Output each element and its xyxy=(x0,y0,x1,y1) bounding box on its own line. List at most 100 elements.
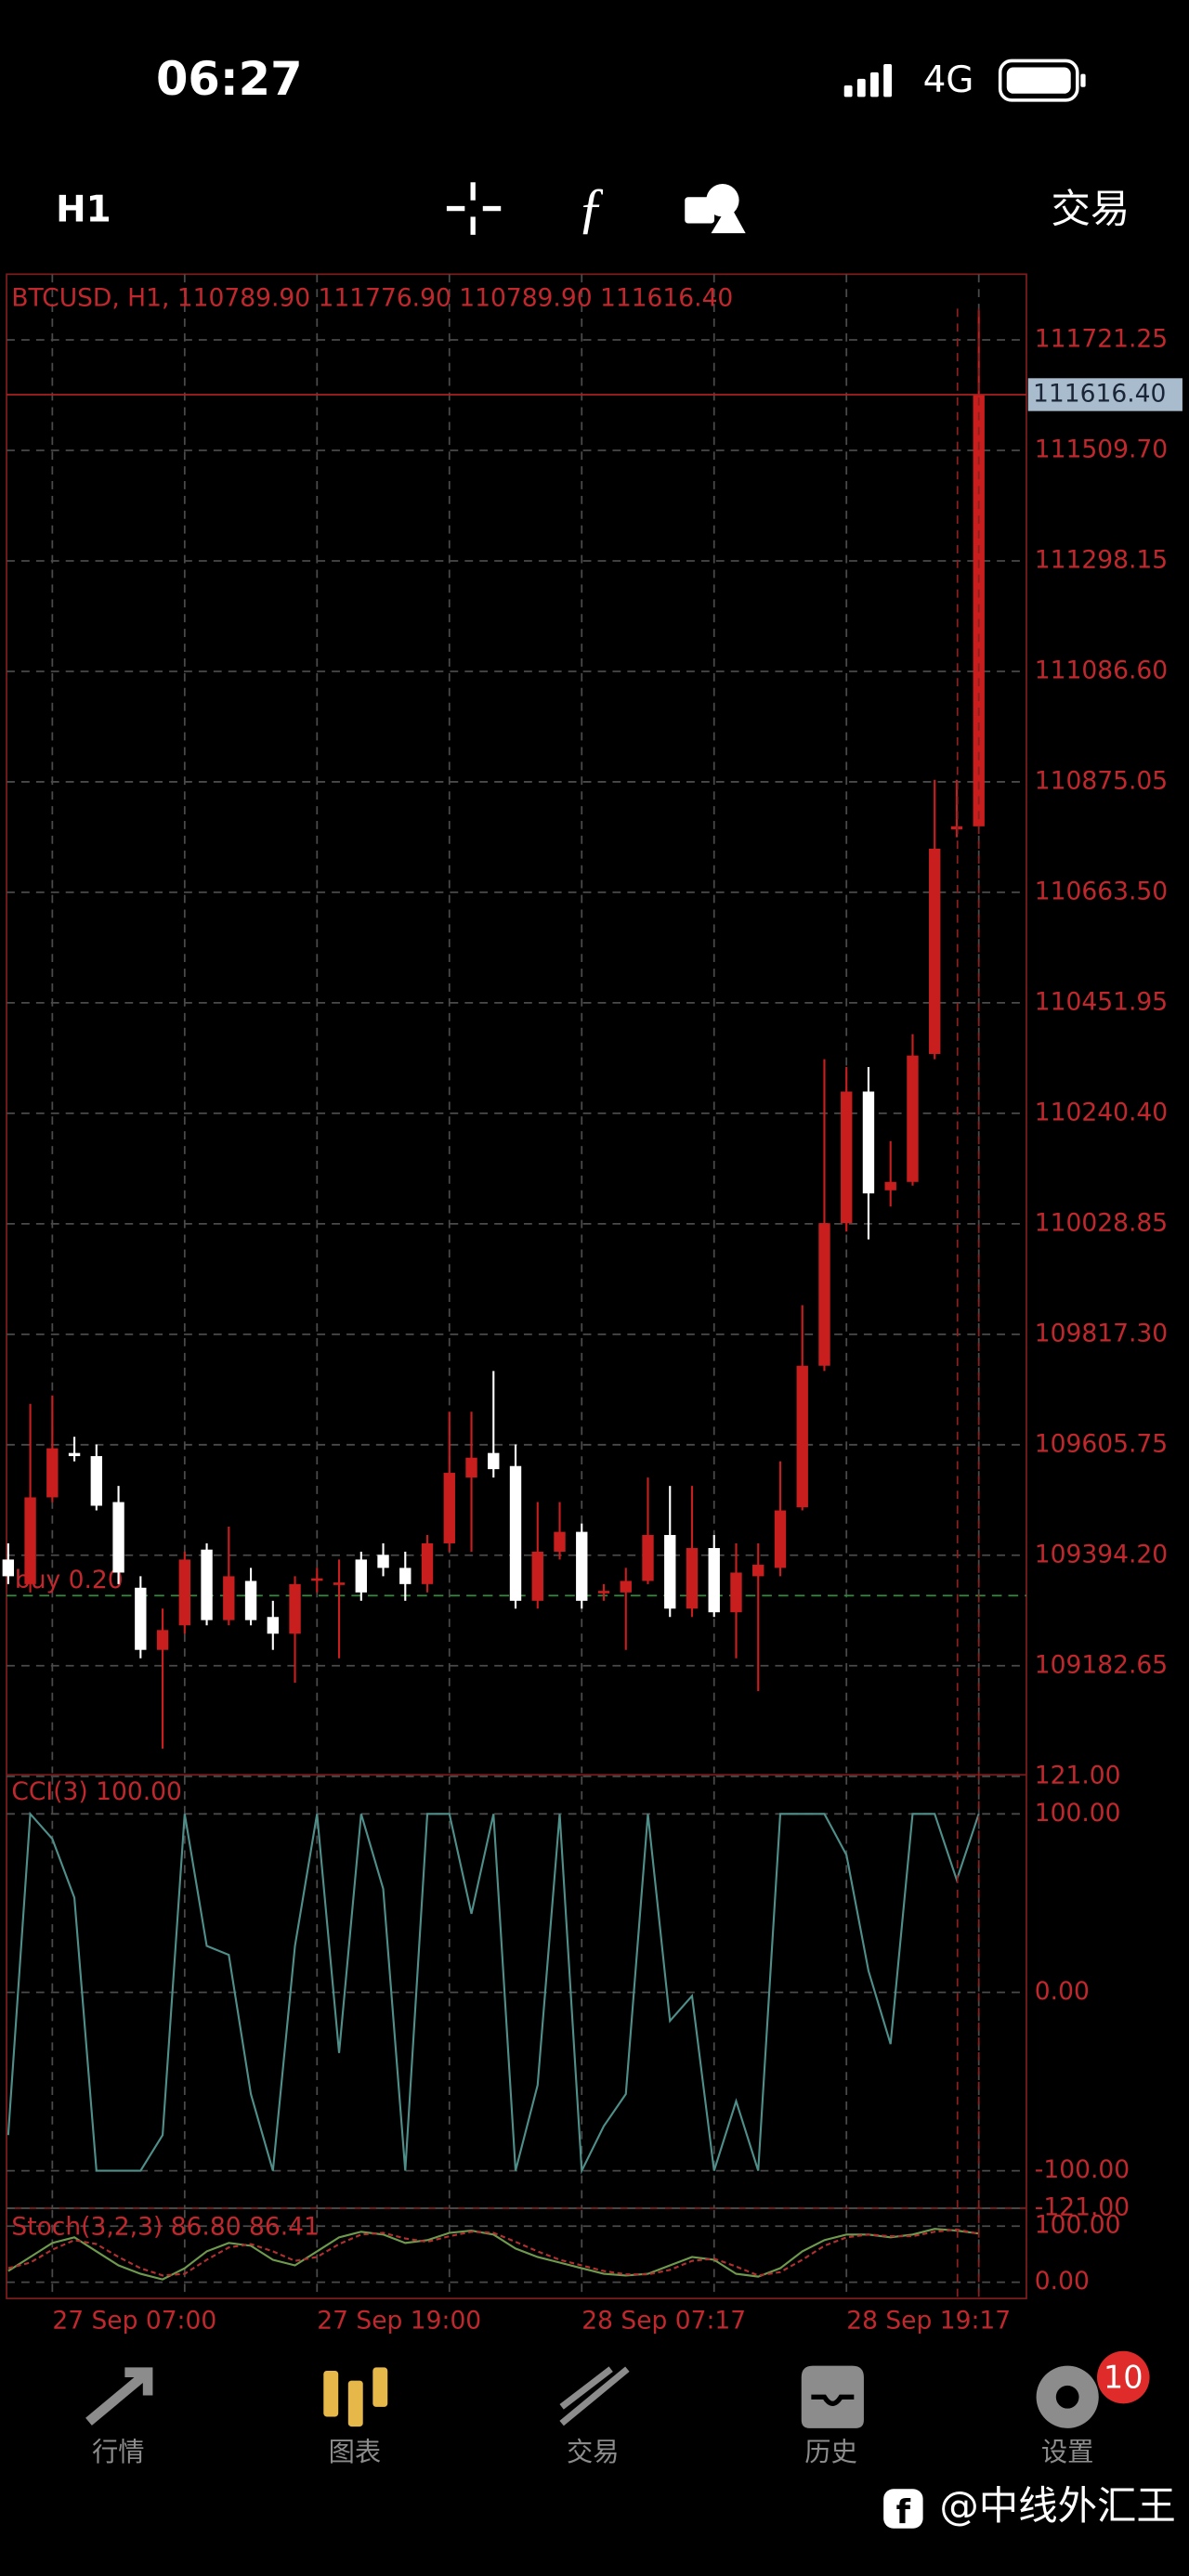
candle-body xyxy=(752,1565,764,1577)
nav-icon-trade[interactable] xyxy=(559,2366,630,2426)
nav-label[interactable]: 设置 xyxy=(1041,2437,1094,2467)
indicator-line xyxy=(7,1811,980,2175)
candle-body xyxy=(135,1587,147,1650)
candle-body xyxy=(664,1534,676,1609)
candle-body xyxy=(862,1091,875,1194)
candle-body xyxy=(730,1572,742,1613)
timeframe-button[interactable]: H1 xyxy=(56,189,111,231)
signal-icon xyxy=(843,63,892,98)
candle-body xyxy=(597,1591,610,1594)
y-tick-label: 110451.95 xyxy=(1035,987,1168,1016)
nav-label[interactable]: 行情 xyxy=(92,2437,145,2467)
y-tick-label: -121.00 xyxy=(1035,2192,1130,2221)
candle-body xyxy=(488,1452,500,1470)
chart-title: BTCUSD, H1, 110789.90 111776.90 110789.9… xyxy=(11,283,733,312)
indicator-line xyxy=(7,2228,979,2277)
candle-body xyxy=(201,1549,213,1620)
y-tick-label: 121.00 xyxy=(1035,1761,1121,1789)
y-tick-label: 111086.60 xyxy=(1035,656,1168,684)
candle-body xyxy=(509,1465,522,1601)
candle-body xyxy=(929,848,941,1054)
objects-button[interactable] xyxy=(685,184,746,234)
watermark-icon-letter: f xyxy=(896,2493,911,2531)
y-tick-label: 100.00 xyxy=(1035,1799,1121,1828)
y-tick-label: 109182.65 xyxy=(1035,1650,1168,1679)
candle-body xyxy=(333,1582,346,1585)
nav-bar: 行情 图表 交易 历史 设置 xyxy=(92,2437,1093,2467)
nav-label[interactable]: 交易 xyxy=(567,2437,620,2467)
badge-count: 10 xyxy=(1104,2359,1143,2395)
trade-button[interactable]: 交易 xyxy=(1052,188,1130,233)
watermark-icon xyxy=(883,2489,923,2529)
candle-body xyxy=(708,1548,720,1613)
nav-icon-quotes[interactable] xyxy=(85,2367,153,2426)
plot-area: 111721.25 111509.70 111298.15 111086.60 1108… xyxy=(2,274,1182,2335)
y-tick-label: 109817.30 xyxy=(1035,1319,1168,1347)
stoch-title: Stoch(3,2,3) 86.80 86.41 xyxy=(11,2213,319,2242)
y-tick-label: 0.00 xyxy=(1035,2267,1090,2296)
y-tick-label: 0.00 xyxy=(1035,1977,1090,2006)
x-tick-label: 28 Sep 19:17 xyxy=(846,2306,1011,2335)
nav-icon-history[interactable] xyxy=(801,2365,864,2428)
candle-body xyxy=(377,1555,389,1568)
y-tick-label: 111298.15 xyxy=(1035,545,1168,574)
x-tick-label: 28 Sep 07:17 xyxy=(581,2306,746,2335)
candle-body xyxy=(576,1531,588,1601)
candle-body xyxy=(620,1581,632,1593)
candle-body xyxy=(884,1181,896,1190)
badge xyxy=(1096,2350,1150,2404)
candle-body xyxy=(465,1457,477,1478)
candle-body xyxy=(112,1502,124,1573)
candle-body xyxy=(531,1551,543,1601)
nav-label[interactable]: 历史 xyxy=(804,2437,857,2467)
y-tick-label: 109605.75 xyxy=(1035,1429,1168,1458)
candle-body xyxy=(267,1617,279,1634)
candle-body xyxy=(2,1559,15,1577)
y-tick-label: 110240.40 xyxy=(1035,1098,1168,1126)
candle-body xyxy=(68,1452,81,1457)
x-tick-label: 27 Sep 19:00 xyxy=(317,2306,481,2335)
candle-body xyxy=(399,1568,412,1584)
candle-body xyxy=(686,1548,699,1609)
nav-icon-chart[interactable] xyxy=(323,2367,388,2427)
y-tick-label: 110875.05 xyxy=(1035,766,1168,795)
candle-body xyxy=(818,1223,830,1366)
candle-body xyxy=(554,1531,566,1552)
current-price-label: 111616.40 xyxy=(1033,379,1166,408)
candle-body xyxy=(24,1497,36,1584)
y-tick-label: 110663.50 xyxy=(1035,877,1168,905)
y-tick-label: 110028.85 xyxy=(1035,1208,1168,1237)
candle-body xyxy=(156,1630,169,1650)
y-tick-label: -100.00 xyxy=(1035,2155,1130,2184)
clock: 06:27 xyxy=(156,52,303,106)
candle-body xyxy=(907,1055,919,1182)
nav-icon-settings[interactable] xyxy=(1036,2365,1099,2428)
y-tick-label: 109394.20 xyxy=(1035,1540,1168,1568)
y-tick-label: 111509.70 xyxy=(1035,435,1168,463)
y-tick-label: 100.00 xyxy=(1035,2211,1121,2240)
candle-body xyxy=(796,1365,808,1508)
y-tick-label: 111721.25 xyxy=(1035,325,1168,354)
watermark: @中线外汇王 xyxy=(939,2484,1176,2530)
crosshair-button[interactable] xyxy=(446,182,502,235)
candle-body xyxy=(178,1559,191,1626)
cci-title: CCI(3) 100.00 xyxy=(11,1777,182,1806)
x-tick-label: 27 Sep 07:00 xyxy=(52,2306,216,2335)
candle-body xyxy=(289,1583,301,1634)
candle-body xyxy=(841,1091,853,1224)
chart-frame xyxy=(6,273,1027,2300)
candle-body xyxy=(244,1581,257,1620)
candle-body xyxy=(642,1534,654,1581)
current-price-box xyxy=(1027,378,1182,411)
nav-label[interactable]: 图表 xyxy=(329,2437,382,2467)
battery-icon xyxy=(998,59,1086,102)
indicator-button[interactable]: ƒ xyxy=(577,177,605,240)
network: 4G xyxy=(923,59,974,101)
candle-body xyxy=(421,1542,434,1584)
candle-body xyxy=(774,1510,787,1568)
candle-body xyxy=(46,1448,59,1498)
